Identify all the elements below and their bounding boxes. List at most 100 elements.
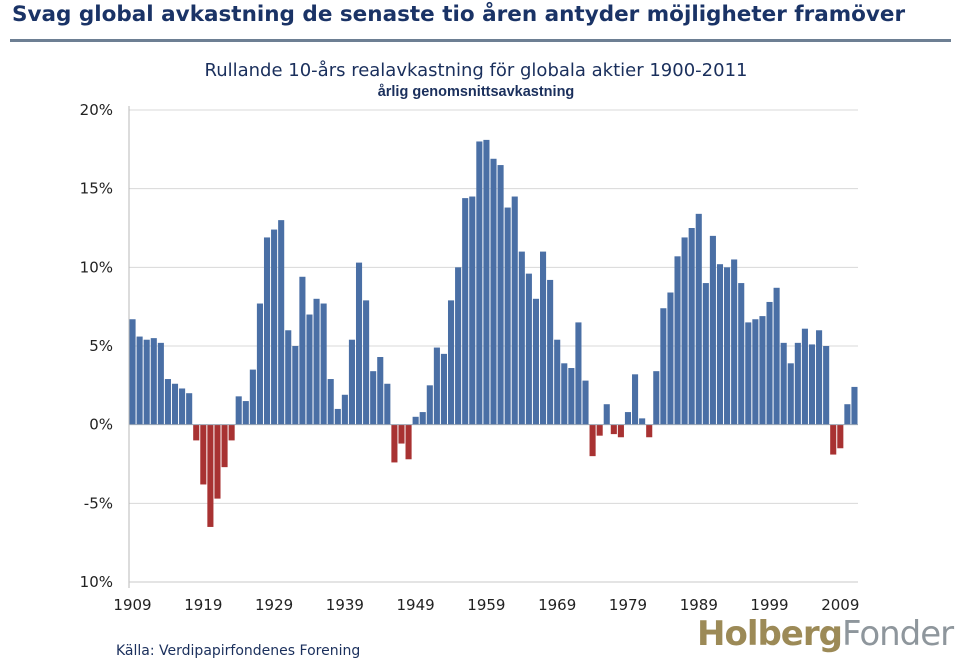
bar (341, 394, 348, 425)
y-tick-label: -5% (84, 494, 113, 512)
bar (617, 424, 624, 438)
bar (759, 316, 766, 425)
bar (511, 196, 518, 425)
bar (773, 287, 780, 425)
bar (624, 412, 632, 425)
bar (143, 339, 150, 425)
bar (518, 251, 525, 425)
bar (455, 267, 462, 425)
chart-title: Rullande 10-års realavkastning för globa… (205, 60, 748, 81)
bar (766, 301, 773, 425)
bar (547, 279, 554, 425)
bar (816, 330, 823, 425)
bar (249, 369, 256, 425)
logo-part2: Fonder (841, 614, 954, 654)
bar (851, 386, 858, 425)
y-tick-label: 10% (80, 573, 113, 591)
bar (193, 424, 200, 441)
bar (681, 237, 688, 425)
x-tick-label: 1929 (255, 596, 293, 614)
bar (695, 213, 702, 425)
x-tick-label: 1909 (113, 596, 151, 614)
bar (207, 424, 214, 527)
x-tick-labels: 1909 1919 1929 1939 1949 1959 1969 1979 1989 1999… (113, 596, 859, 614)
y-tick-label: 5% (89, 337, 113, 355)
bar (787, 363, 794, 425)
y-tick-label: 20% (80, 101, 113, 119)
bar (709, 235, 716, 425)
brand-logo: HolbergFonder (697, 614, 954, 654)
bar (377, 357, 384, 425)
source-note: Källa: Verdipapirfondenes Forening (116, 643, 361, 659)
x-tick-label: 1999 (750, 596, 788, 614)
bar (660, 308, 667, 425)
y-tick-label: 15% (80, 180, 113, 198)
bar (419, 412, 426, 425)
bar (370, 371, 377, 425)
bar (285, 330, 292, 425)
bar (313, 298, 320, 425)
x-tick-label: 1959 (467, 596, 505, 614)
bar (561, 363, 568, 425)
bar (632, 374, 639, 425)
bar (830, 424, 837, 455)
bar (405, 424, 412, 460)
headline: Svag global avkastning de senaste tio år… (12, 2, 906, 27)
bar (525, 273, 532, 425)
bar (801, 328, 808, 425)
x-tick-label: 1939 (326, 596, 364, 614)
bar (752, 319, 759, 425)
bar (610, 424, 617, 435)
bar (384, 383, 391, 425)
bar (363, 300, 370, 425)
bar (794, 342, 801, 425)
bar (780, 342, 787, 425)
bar (426, 385, 433, 425)
chart-subtitle: årlig genomsnittsavkastning (378, 84, 575, 100)
bar (221, 424, 228, 468)
bar (497, 165, 504, 425)
bar (646, 424, 653, 438)
bar (596, 424, 603, 436)
bar (278, 220, 285, 425)
bar (716, 264, 724, 425)
bar (724, 267, 731, 425)
bar (568, 368, 575, 425)
logo-part1: Holberg (697, 614, 843, 654)
bar (702, 283, 709, 425)
x-tick-label: 1979 (609, 596, 647, 614)
bar (150, 338, 157, 425)
y-tick-labels: 20% 15% 10% 5% 0% -5% 10% (80, 101, 113, 591)
bar (129, 319, 136, 425)
bar (433, 347, 440, 425)
bar (136, 336, 143, 425)
bar (582, 380, 589, 425)
bar (667, 292, 674, 425)
bar (808, 344, 816, 425)
bar (256, 303, 263, 425)
bar (179, 388, 186, 425)
bar (398, 424, 405, 444)
bar (653, 371, 660, 425)
bar (745, 322, 752, 425)
bar (447, 300, 455, 425)
bar (242, 401, 249, 425)
bar (412, 416, 419, 425)
bar (738, 283, 745, 425)
bar (327, 379, 334, 425)
bar (228, 424, 235, 441)
bar (292, 346, 299, 425)
bar (469, 196, 476, 425)
bar (157, 342, 164, 425)
bar (200, 424, 207, 485)
bar (589, 424, 596, 457)
bar (483, 139, 490, 425)
y-tick-label: 10% (80, 258, 113, 276)
x-tick-label: 1949 (397, 596, 435, 614)
bar (476, 141, 483, 425)
bar (490, 158, 497, 425)
x-tick-label: 1969 (538, 596, 576, 614)
bars (129, 139, 858, 527)
bar (391, 424, 398, 463)
